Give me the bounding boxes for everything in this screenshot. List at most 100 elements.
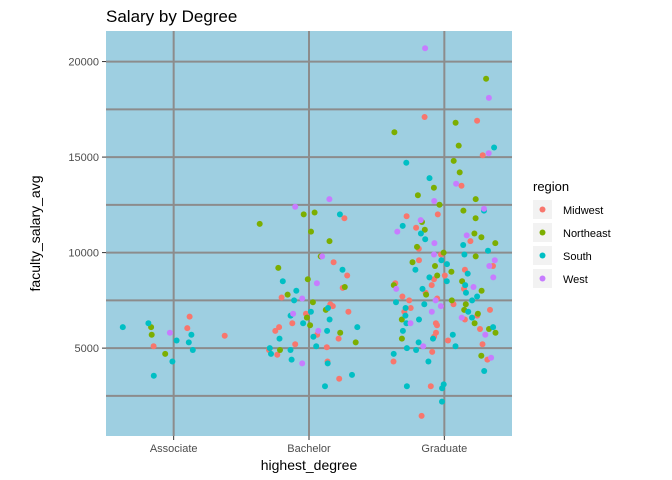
point-west [407,320,414,327]
point-northeast [462,301,469,308]
point-west [488,354,495,361]
point-northeast [423,291,430,298]
point-midwest [289,320,296,327]
point-south [490,324,497,331]
point-west [482,331,489,338]
point-northeast [309,299,316,306]
point-west [485,94,492,101]
point-midwest [407,305,414,311]
point-west [431,251,437,258]
point-midwest [441,272,448,279]
point-midwest [487,306,493,313]
point-west [428,308,435,315]
point-northeast [337,329,344,336]
point-midwest [292,341,299,348]
point-northeast [432,263,438,269]
point-south [419,285,426,292]
point-south [481,368,488,374]
point-midwest [345,308,352,315]
point-west [326,196,333,203]
point-south [430,335,436,342]
point-northeast [352,339,359,346]
point-midwest [276,324,283,331]
point-south [462,282,469,289]
point-west [166,329,173,336]
point-northeast [448,297,455,304]
point-south [169,358,176,365]
point-south [189,347,196,353]
point-midwest [329,303,336,310]
point-northeast [472,253,479,260]
point-midwest [474,117,481,124]
point-northeast [452,119,459,126]
point-south [399,222,406,229]
point-south [461,251,468,258]
point-west [393,285,400,292]
point-south [426,175,433,182]
point-west [299,295,306,302]
point-midwest [344,272,351,279]
point-south [291,297,298,304]
point-midwest [323,344,330,351]
point-south [485,247,491,254]
point-northeast [421,226,428,233]
point-south [426,274,433,281]
point-midwest [406,297,413,304]
point-south [279,278,286,285]
y-tick-label: 10000 [68,248,99,260]
point-west [458,314,465,321]
point-northeast [414,243,420,250]
point-west [420,343,427,350]
point-south [266,345,273,352]
point-west [485,150,492,157]
point-northeast [472,196,479,203]
point-south [403,320,410,327]
point-south [287,347,294,353]
point-south [469,314,475,321]
point-midwest [413,224,420,231]
point-south [119,324,126,331]
point-south [403,159,410,166]
point-south [324,360,331,367]
point-midwest [335,335,342,342]
point-northeast [450,157,457,164]
point-midwest [150,343,157,350]
point-midwest [428,282,435,289]
point-northeast [492,240,499,247]
point-south [276,335,283,342]
point-south [465,308,472,315]
legend-label-midwest: Midwest [563,205,603,217]
y-axis-ticks: 5000 10000 15000 20000 [68,57,106,355]
point-west [486,263,493,269]
legend: Midwest Northeast South West [533,200,611,288]
point-midwest [477,326,483,332]
point-south [402,312,409,319]
point-south [173,337,180,344]
point-midwest [416,257,422,264]
x-axis-ticks: Associate Bachelor Graduate [150,436,467,455]
point-south [425,358,432,365]
point-south [293,287,300,294]
point-west [431,198,438,204]
point-south [412,266,419,273]
point-northeast [300,211,307,218]
point-midwest [399,293,406,300]
point-south [310,333,317,340]
point-south [469,297,476,304]
x-tick-label: Bachelor [287,443,331,455]
point-northeast [391,129,398,136]
point-south [491,144,498,151]
y-tick-label: 20000 [68,57,99,69]
point-west [319,253,326,260]
x-tick-label: Associate [150,443,198,455]
point-west [490,274,497,281]
point-northeast [448,268,455,275]
point-south [324,327,331,334]
point-west [417,217,424,224]
point-south [145,320,152,327]
point-south [413,347,420,353]
point-midwest [274,351,281,358]
point-northeast [440,249,447,256]
point-midwest [341,215,348,222]
point-west [292,203,299,210]
